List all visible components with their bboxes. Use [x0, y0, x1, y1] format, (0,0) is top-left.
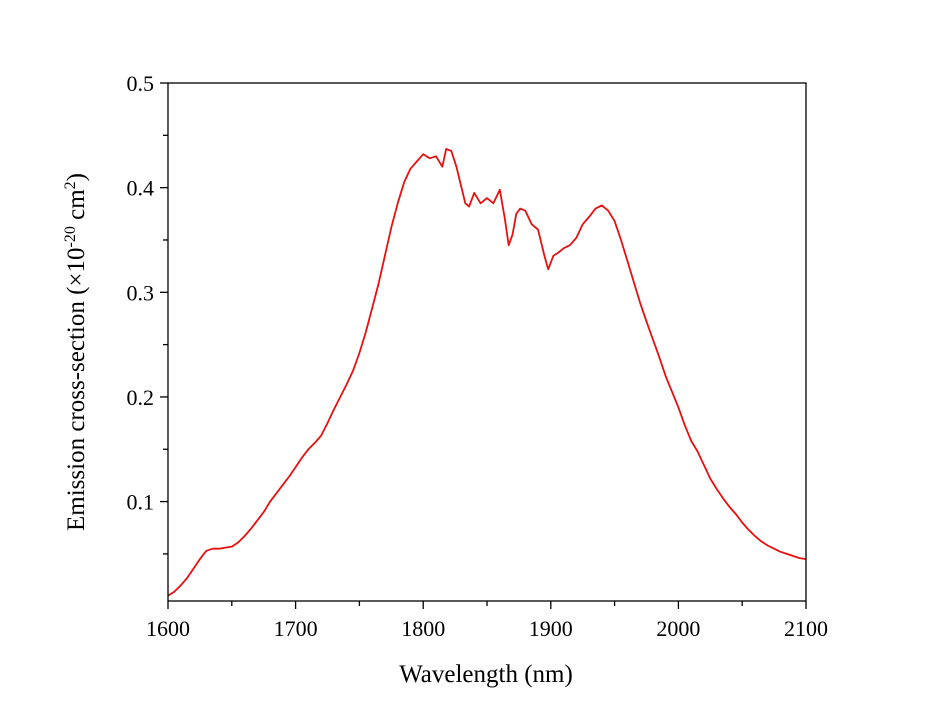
- x-tick-label: 2000: [656, 616, 700, 641]
- y-tick-label: 0.1: [127, 490, 155, 515]
- x-tick-label: 1900: [529, 616, 573, 641]
- x-tick-label: 2100: [784, 616, 828, 641]
- x-axis-title: Wavelength (nm): [399, 661, 573, 688]
- emission-curve: [167, 148, 807, 597]
- y-tick-label: 0.3: [127, 280, 155, 305]
- x-tick-label: 1700: [274, 616, 318, 641]
- x-tick-label: 1600: [146, 616, 190, 641]
- y-tick-label: 0.4: [127, 176, 155, 201]
- y-axis-title: Emission cross-section (×10-20 cm2): [62, 173, 90, 531]
- x-tick-label: 1800: [401, 616, 445, 641]
- axis-ticks: [160, 82, 807, 609]
- x-tick-labels: 1600 1700 1800 1900 2000 2100: [146, 616, 828, 641]
- y-tick-labels: 0.1 0.2 0.3 0.4 0.5: [127, 71, 155, 515]
- y-tick-label: 0.2: [127, 385, 155, 410]
- y-tick-label: 0.5: [127, 71, 155, 96]
- plot-frame: [167, 82, 807, 602]
